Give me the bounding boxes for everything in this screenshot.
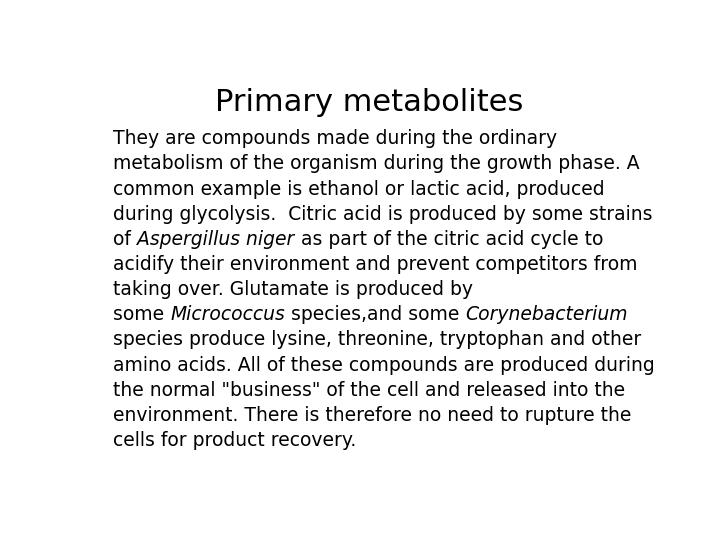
Text: Aspergillus niger: Aspergillus niger	[138, 230, 294, 249]
Text: Corynebacterium: Corynebacterium	[466, 305, 628, 325]
Text: during glycolysis.  Citric acid is produced by some strains: during glycolysis. Citric acid is produc…	[114, 205, 653, 224]
Text: species,and some: species,and some	[285, 305, 466, 325]
Text: cells for product recovery.: cells for product recovery.	[114, 431, 356, 450]
Text: common example is ethanol or lactic acid, produced: common example is ethanol or lactic acid…	[114, 180, 605, 199]
Text: of: of	[114, 230, 138, 249]
Text: acidify their environment and prevent competitors from: acidify their environment and prevent co…	[114, 255, 638, 274]
Text: metabolism of the organism during the growth phase. A: metabolism of the organism during the gr…	[114, 154, 640, 173]
Text: amino acids. All of these compounds are produced during: amino acids. All of these compounds are …	[114, 356, 655, 375]
Text: Micrococcus: Micrococcus	[171, 305, 285, 325]
Text: the normal "business" of the cell and released into the: the normal "business" of the cell and re…	[114, 381, 626, 400]
Text: Primary metabolites: Primary metabolites	[215, 87, 523, 117]
Text: some: some	[114, 305, 171, 325]
Text: as part of the citric acid cycle to: as part of the citric acid cycle to	[294, 230, 603, 249]
Text: taking over. Glutamate is produced by: taking over. Glutamate is produced by	[114, 280, 474, 299]
Text: species produce lysine, threonine, tryptophan and other: species produce lysine, threonine, trypt…	[114, 330, 642, 349]
Text: environment. There is therefore no need to rupture the: environment. There is therefore no need …	[114, 406, 632, 425]
Text: They are compounds made during the ordinary: They are compounds made during the ordin…	[114, 129, 557, 149]
